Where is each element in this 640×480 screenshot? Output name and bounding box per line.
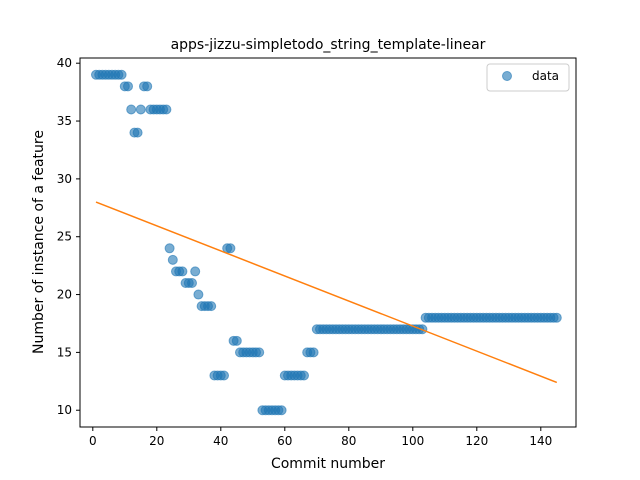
- legend-marker-data: [502, 71, 512, 81]
- y-axis-label: Number of instance of a feature: [31, 130, 47, 354]
- x-tick-label: 20: [149, 434, 164, 448]
- plot-area: [91, 69, 562, 416]
- y-tick-label: 10: [57, 403, 72, 417]
- data-point: [254, 347, 265, 358]
- data-point: [123, 81, 133, 92]
- fit-line: [95, 201, 558, 384]
- data-point: [177, 266, 188, 277]
- y-tick-label: 35: [57, 114, 72, 128]
- x-tick-label: 80: [341, 434, 356, 448]
- chart-title: apps-jizzu-simpletodo_string_template-li…: [171, 37, 486, 53]
- data-point: [167, 254, 178, 265]
- data-point: [299, 370, 309, 381]
- data-point: [308, 347, 319, 358]
- data-point: [190, 266, 201, 277]
- data-point: [225, 243, 236, 254]
- legend-box: [486, 63, 570, 92]
- data-point: [193, 289, 204, 300]
- x-tick-label: 0: [89, 434, 97, 448]
- x-tick-label: 120: [465, 434, 488, 448]
- data-point: [231, 335, 242, 346]
- data-point: [116, 69, 127, 80]
- y-tick-label: 25: [57, 230, 72, 244]
- data-point: [135, 104, 146, 115]
- data-point: [276, 405, 287, 416]
- y-axis: 10 15 20 25 30 35 40: [57, 56, 80, 417]
- legend-label-data: data: [532, 69, 559, 83]
- y-tick-label: 40: [57, 56, 72, 70]
- y-tick-label: 30: [57, 172, 72, 186]
- data-point: [142, 81, 153, 92]
- x-tick-label: 60: [277, 434, 292, 448]
- x-tick-label: 140: [529, 434, 552, 448]
- y-tick-label: 20: [57, 288, 72, 302]
- legend: data: [486, 63, 570, 92]
- data-point: [187, 277, 197, 288]
- data-point: [126, 104, 137, 115]
- y-tick-label: 15: [57, 345, 72, 359]
- axes-frame: [79, 57, 577, 428]
- data-point: [551, 312, 562, 323]
- x-tick-label: 100: [401, 434, 424, 448]
- data-point: [164, 243, 175, 254]
- x-tick-label: 40: [213, 434, 228, 448]
- data-point: [219, 370, 229, 381]
- x-axis: 0 20 40 60 80 100 120 140: [89, 427, 552, 448]
- data-point: [161, 104, 172, 115]
- data-point: [132, 127, 143, 138]
- x-axis-label: Commit number: [271, 456, 385, 472]
- data-point: [206, 301, 217, 312]
